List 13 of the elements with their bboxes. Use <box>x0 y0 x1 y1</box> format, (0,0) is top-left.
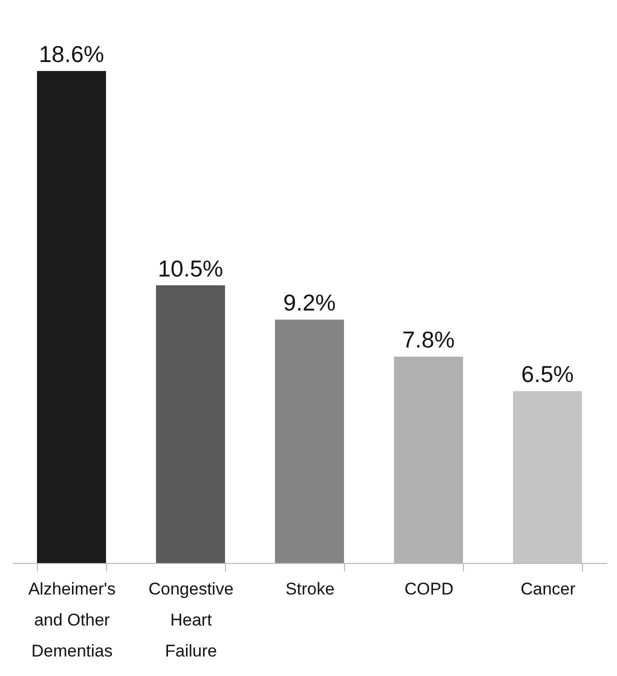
data-label: 6.5% <box>521 361 574 388</box>
data-label: 10.5% <box>158 255 224 282</box>
data-label: 18.6% <box>38 41 104 67</box>
data-label: 9.2% <box>283 290 336 316</box>
data-label: 7.8% <box>402 326 455 353</box>
bar <box>274 320 344 563</box>
x-tick-label: Congestive Heart Failure <box>148 580 234 660</box>
x-tick-label: Stroke <box>285 580 335 598</box>
bar <box>156 285 226 563</box>
bar <box>36 71 106 563</box>
x-tick-label: Alzheimer's and Other Dementias <box>28 580 116 660</box>
x-tick-label: COPD <box>404 580 454 598</box>
x-tick-label: Cancer <box>520 580 576 598</box>
